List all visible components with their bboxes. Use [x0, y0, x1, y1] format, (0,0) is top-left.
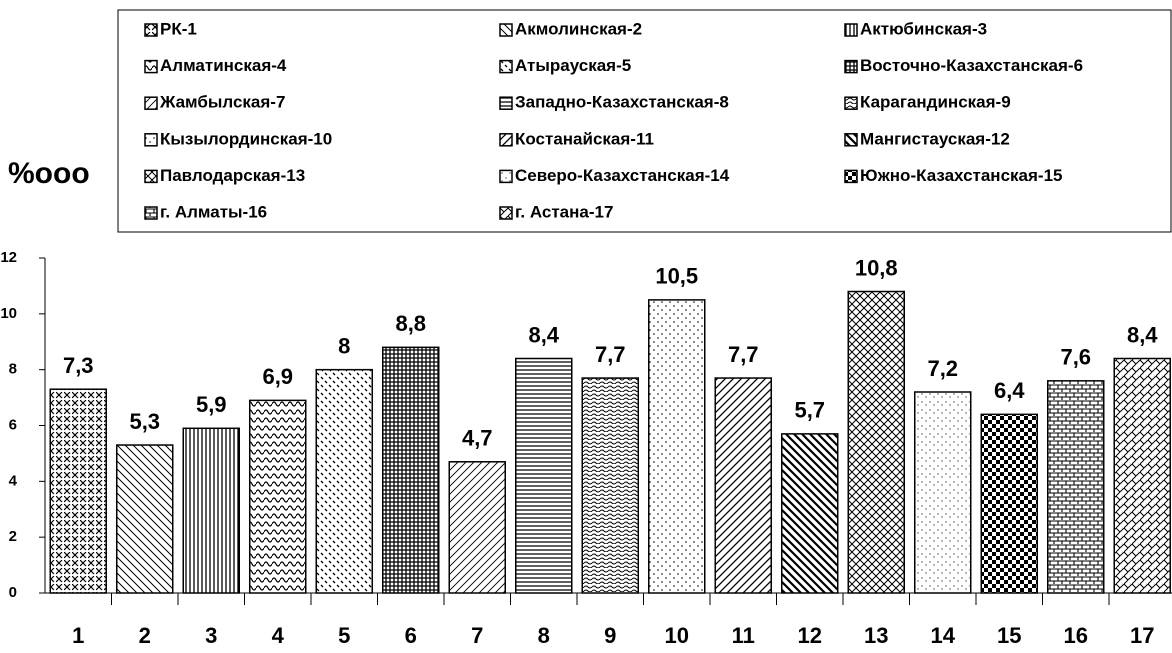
bar	[182, 427, 240, 594]
legend-swatch	[844, 133, 858, 147]
value-label: 8,4	[528, 322, 559, 347]
legend-label: Костанайская-11	[515, 129, 654, 148]
y-axis-label: %ооо	[8, 157, 90, 190]
x-tick-label: 3	[205, 623, 217, 648]
bar	[781, 433, 839, 594]
bar	[581, 377, 639, 594]
bar	[382, 346, 440, 594]
value-label: 10,8	[855, 255, 898, 280]
legend-swatch	[499, 23, 513, 37]
x-tick-label: 16	[1064, 623, 1088, 648]
value-label: 8,8	[395, 311, 426, 336]
bar	[1047, 380, 1105, 594]
legend-swatch	[844, 169, 858, 184]
legend-label: Атырауская-5	[515, 56, 631, 75]
value-label: 7,7	[728, 342, 759, 367]
bar	[116, 444, 174, 594]
x-tick-label: 6	[405, 623, 417, 648]
y-tick-label: 8	[9, 361, 17, 378]
bar	[448, 461, 506, 594]
legend-label: Алматинская-4	[160, 56, 287, 75]
bar	[1113, 357, 1171, 594]
bar	[249, 399, 307, 594]
legend-swatch	[499, 133, 513, 147]
x-tick-label: 12	[798, 623, 822, 648]
bar	[714, 377, 772, 594]
x-tick-label: 7	[471, 623, 483, 648]
y-tick-label: 12	[0, 249, 17, 266]
legend-swatch	[844, 59, 858, 74]
value-label: 7,7	[595, 342, 626, 367]
bar	[49, 388, 107, 594]
value-label: 8,4	[1127, 322, 1158, 347]
legend-label: Восточно-Казахстанская-6	[860, 56, 1083, 75]
value-label: 6,4	[994, 378, 1025, 403]
legend-label: Кызылординская-10	[160, 129, 332, 148]
y-tick-label: 0	[9, 584, 17, 601]
x-tick-label: 1	[72, 623, 84, 648]
legend-swatch	[144, 59, 158, 74]
value-label: 6,9	[262, 364, 293, 389]
bar	[315, 368, 373, 594]
legend-swatch	[144, 23, 158, 37]
value-label: 5,7	[794, 398, 825, 423]
legend-swatch	[499, 206, 513, 220]
x-tick-label: 2	[139, 623, 151, 648]
legend-swatch	[844, 23, 858, 37]
x-tick-label: 14	[931, 623, 956, 648]
value-label: 8	[338, 333, 350, 358]
legend-swatch	[499, 59, 513, 74]
legend-label: Акмолинская-2	[515, 19, 642, 38]
value-label: 7,2	[927, 356, 958, 381]
bar	[648, 299, 706, 594]
y-tick-label: 6	[9, 416, 17, 433]
x-tick-label: 9	[604, 623, 616, 648]
y-tick-label: 2	[9, 528, 17, 545]
legend-label: Карагандинская-9	[860, 93, 1011, 112]
y-tick-label: 4	[9, 472, 18, 489]
legend-label: г. Алматы-16	[160, 202, 267, 221]
x-tick-label: 4	[272, 623, 285, 648]
x-tick-label: 10	[665, 623, 689, 648]
x-tick-label: 17	[1130, 623, 1154, 648]
legend-swatch	[844, 96, 858, 110]
legend-label: Павлодарская-13	[160, 166, 305, 185]
y-tick-label: 10	[0, 305, 17, 322]
legend-label: Северо-Казахстанская-14	[515, 166, 730, 185]
value-label: 5,3	[129, 409, 160, 434]
value-label: 5,9	[196, 392, 227, 417]
bar	[980, 413, 1038, 594]
bar	[847, 290, 905, 594]
value-label: 4,7	[462, 426, 493, 451]
legend-label: Актюбинская-3	[860, 19, 987, 38]
x-tick-label: 13	[864, 623, 888, 648]
value-label: 7,6	[1060, 345, 1091, 370]
bar	[914, 391, 972, 594]
value-label: 7,3	[63, 353, 94, 378]
legend-label: Жамбылская-7	[159, 93, 285, 112]
bar	[515, 357, 573, 594]
legend-swatch	[144, 169, 158, 184]
legend-label: Мангистауская-12	[860, 129, 1010, 148]
legend-swatch	[499, 96, 513, 110]
legend-label: г. Астана-17	[515, 202, 613, 221]
legend-label: Западно-Казахстанская-8	[515, 93, 729, 112]
x-tick-label: 11	[732, 623, 755, 648]
legend-swatch	[144, 133, 158, 147]
x-tick-label: 8	[538, 623, 550, 648]
value-label: 10,5	[655, 264, 698, 289]
legend-swatch	[499, 169, 513, 184]
legend-swatch	[144, 96, 158, 110]
legend-label: Южно-Казахстанская-15	[860, 166, 1062, 185]
legend-box	[117, 9, 1172, 233]
x-tick-label: 15	[997, 623, 1021, 648]
x-tick-label: 5	[338, 623, 350, 648]
legend-label: РК-1	[160, 19, 197, 38]
legend-swatch	[144, 206, 158, 220]
